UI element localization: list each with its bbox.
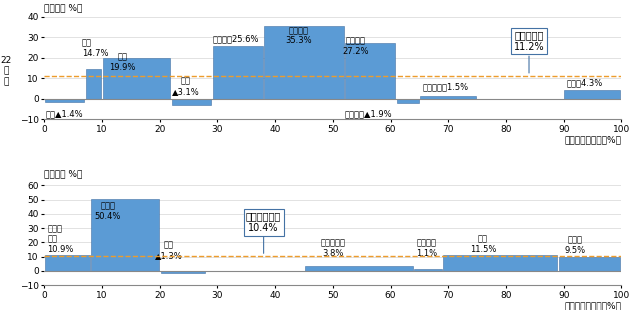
Text: 卸売・
小売
10.9%: 卸売・ 小売 10.9% (48, 224, 74, 254)
X-axis label: （前年度構成比、%）: （前年度構成比、%） (564, 301, 621, 310)
Text: 電気機械
27.2%: 電気機械 27.2% (343, 36, 369, 55)
Bar (420, 96, 476, 99)
Bar (305, 266, 413, 271)
Text: 化学
19.9%: 化学 19.9% (109, 53, 136, 72)
Text: 非製造業平均
10.4%: 非製造業平均 10.4% (246, 212, 281, 233)
Text: 電力
11.5%: 電力 11.5% (470, 234, 496, 254)
Bar (172, 99, 211, 105)
X-axis label: （前年度構成比、%）: （前年度構成比、%） (564, 135, 621, 144)
Bar (45, 99, 84, 102)
Text: サービス
1.1%: サービス 1.1% (417, 239, 437, 258)
Text: 輸送用機械1.5%: 輸送用機械1.5% (422, 82, 469, 92)
Bar (346, 43, 396, 99)
Bar (415, 269, 442, 271)
Bar (559, 257, 621, 271)
Bar (86, 69, 101, 99)
Text: 精密機械▲1.9%: 精密機械▲1.9% (344, 109, 392, 118)
Text: （前年比 %）: （前年比 %） (44, 3, 83, 12)
Text: 鉄鋼
▲3.1%: 鉄鋼 ▲3.1% (172, 76, 200, 96)
Bar (264, 26, 344, 99)
Text: 石油
14.7%: 石油 14.7% (82, 38, 108, 58)
Bar (45, 255, 89, 271)
Bar (212, 46, 262, 99)
Bar (443, 255, 557, 271)
Text: 不動産
50.4%: 不動産 50.4% (94, 202, 121, 221)
Bar (91, 199, 159, 271)
Text: その他
9.5%: その他 9.5% (565, 236, 586, 255)
Bar (103, 58, 171, 99)
Text: 通信・情報
3.8%: 通信・情報 3.8% (320, 239, 346, 258)
Bar (160, 271, 205, 273)
Text: 運輸
▲1.3%: 運輸 ▲1.3% (155, 240, 183, 259)
Text: 食品▲1.4%: 食品▲1.4% (46, 109, 83, 118)
Text: その他4.3%: その他4.3% (567, 78, 603, 87)
Text: （前年比 %）: （前年比 %） (44, 169, 83, 178)
Text: 製造業平均
11.2%: 製造業平均 11.2% (514, 30, 545, 52)
Bar (397, 99, 418, 103)
Text: 一般機械
35.3%: 一般機械 35.3% (285, 26, 311, 45)
Text: 非鉄金属25.6%: 非鉄金属25.6% (213, 34, 259, 43)
Text: 22
年
度: 22 年 度 (1, 56, 12, 86)
Bar (564, 90, 621, 99)
